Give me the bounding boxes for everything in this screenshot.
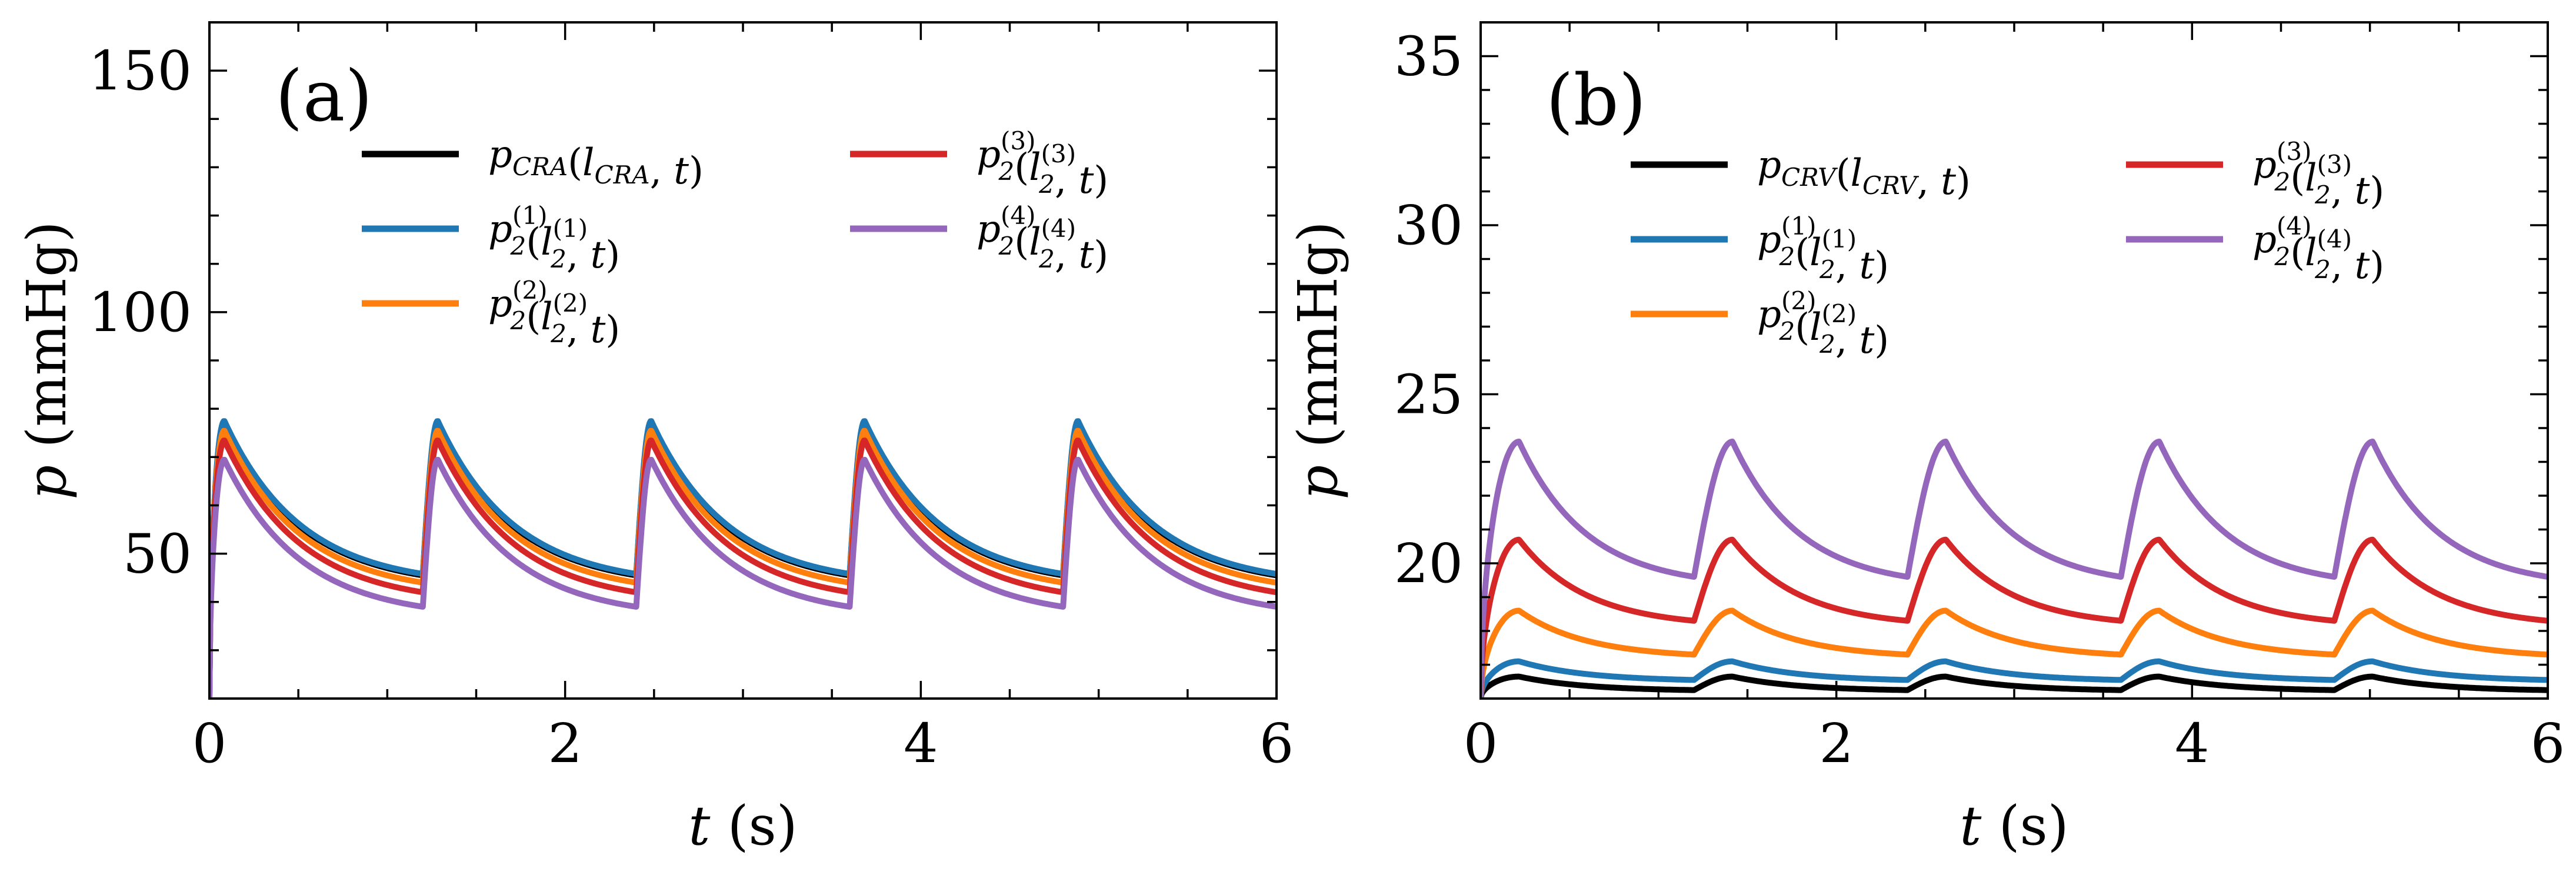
legend-item-5: p(4) 2(l(4) 2, t) <box>2126 212 2384 288</box>
series-line-2 <box>1481 658 2548 699</box>
legend-label: pCRV(lCRV, t) <box>1757 143 1971 203</box>
legend-item-1: pCRV(lCRV, t) <box>1631 143 1971 203</box>
y-tick-label: 50 <box>123 523 192 586</box>
series-line-2 <box>209 418 1277 699</box>
series-line-4 <box>209 437 1277 699</box>
legend-item-2: p(1) 2(l(1) 2, t) <box>1631 212 1889 288</box>
legend-label: p(2) 2(l(2) 2, t) <box>1757 286 1889 362</box>
series-line-5 <box>209 457 1277 699</box>
x-tick-label: 6 <box>2531 712 2565 775</box>
series-line-3 <box>1481 607 2548 699</box>
x-tick-label: 6 <box>1259 712 1294 775</box>
legend-label: p(3) 2(l(3) 2, t) <box>2252 137 2384 213</box>
x-tick-label: 0 <box>1464 712 1498 775</box>
y-tick-label: 35 <box>1394 25 1463 88</box>
panel-label: (b) <box>1546 60 1646 142</box>
y-tick-label: 30 <box>1394 194 1463 257</box>
x-tick-label: 0 <box>192 712 227 775</box>
legend-label: pCRA(lCRA, t) <box>488 133 704 193</box>
legend-label: p(1) 2(l(1) 2, t) <box>1757 212 1889 288</box>
legend-item-3: p(2) 2(l(2) 2, t) <box>1631 286 1889 362</box>
legend: pCRA(lCRA, t) p(1) 2(l(1) 2, t)p(2) 2(l(2) 2,… <box>362 126 1108 352</box>
y-axis-label: p (mmHg) <box>15 221 78 500</box>
legend-item-4: p(3) 2(l(3) 2, t) <box>2126 137 2384 213</box>
legend-label: p(3) 2(l(3) 2, t) <box>977 126 1108 202</box>
legend-label: p(4) 2(l(4) 2, t) <box>2252 212 2384 288</box>
legend-item-2: p(1) 2(l(1) 2, t) <box>362 201 620 277</box>
legend-item-3: p(2) 2(l(2) 2, t) <box>362 276 620 352</box>
x-axis-label: t (s) <box>1960 794 2068 857</box>
panel-label: (a) <box>275 56 372 138</box>
series-line-5 <box>1481 439 2548 699</box>
legend-label: p(2) 2(l(2) 2, t) <box>488 276 620 352</box>
legend-label: p(1) 2(l(1) 2, t) <box>488 201 620 277</box>
y-tick-label: 100 <box>88 281 192 344</box>
y-tick-label: 150 <box>88 39 192 102</box>
legend-item-4: p(3) 2(l(3) 2, t) <box>850 126 1108 202</box>
legend-item-1: pCRA(lCRA, t) <box>362 133 704 193</box>
x-tick-label: 4 <box>2175 712 2210 775</box>
series-line-3 <box>209 427 1277 699</box>
y-axis-label: p (mmHg) <box>1287 221 1349 500</box>
x-axis-label: t (s) <box>688 794 797 857</box>
x-tick-label: 4 <box>904 712 938 775</box>
legend-label: p(4) 2(l(4) 2, t) <box>977 201 1108 277</box>
series-lines <box>1481 439 2548 699</box>
x-tick-label: 2 <box>1819 712 1854 775</box>
series-line-4 <box>1481 536 2548 699</box>
series-lines <box>209 418 1277 699</box>
legend-item-5: p(4) 2(l(4) 2, t) <box>850 201 1108 277</box>
y-tick-label: 20 <box>1394 532 1463 595</box>
y-tick-label: 25 <box>1394 363 1463 426</box>
x-tick-label: 2 <box>548 712 582 775</box>
legend: pCRV(lCRV, t) p(1) 2(l(1) 2, t)p(2) 2(l(2) 2,… <box>1631 137 2384 362</box>
